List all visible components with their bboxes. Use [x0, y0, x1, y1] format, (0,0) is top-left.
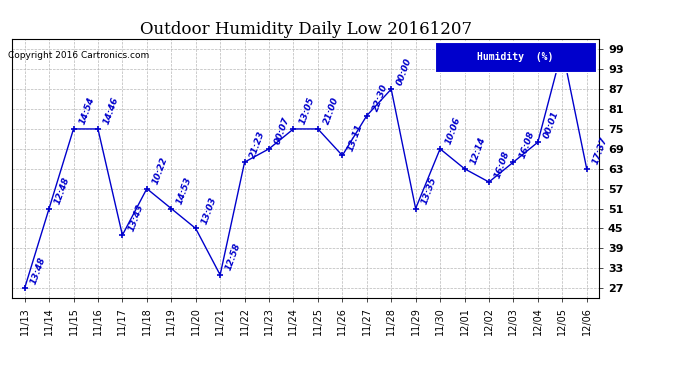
Text: 14:53: 14:53: [175, 176, 194, 206]
Text: 22:30: 22:30: [371, 83, 389, 113]
Text: 13:35: 13:35: [420, 176, 438, 206]
Text: 17:37: 17:37: [591, 136, 609, 166]
Text: 00:07: 00:07: [273, 116, 291, 146]
Text: 00:01: 00:01: [542, 110, 560, 140]
Text: 10:22: 10:22: [151, 156, 169, 186]
Text: 16:08: 16:08: [493, 149, 511, 179]
Text: 12:14: 12:14: [469, 136, 487, 166]
Text: 12:48: 12:48: [53, 176, 72, 206]
Text: 13:43: 13:43: [126, 202, 145, 232]
Text: 21:00: 21:00: [322, 96, 340, 126]
Text: 14:46: 14:46: [102, 96, 120, 126]
Text: 12:58: 12:58: [224, 242, 243, 272]
Text: 10:06: 10:06: [444, 116, 462, 146]
Text: 14:54: 14:54: [78, 96, 96, 126]
Text: 21:23: 21:23: [248, 129, 267, 159]
Text: Copyright 2016 Cartronics.com: Copyright 2016 Cartronics.com: [8, 51, 150, 60]
Text: 13:11: 13:11: [346, 123, 365, 153]
Text: 13:03: 13:03: [200, 196, 218, 226]
Text: 00:00: 00:00: [395, 56, 413, 86]
Text: 13:48: 13:48: [29, 255, 47, 285]
Text: 13:05: 13:05: [297, 96, 316, 126]
Title: Outdoor Humidity Daily Low 20161207: Outdoor Humidity Daily Low 20161207: [139, 21, 472, 38]
Text: 16:08: 16:08: [518, 129, 536, 159]
